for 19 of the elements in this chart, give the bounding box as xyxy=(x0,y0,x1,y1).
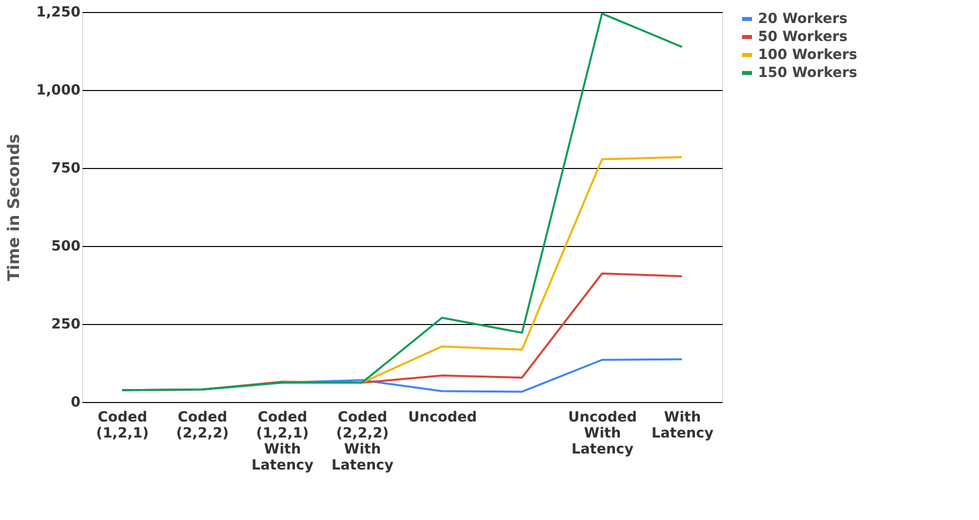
y-tick-label: 1,000 xyxy=(36,82,81,98)
x-tick-label: Coded (1,2,1) xyxy=(96,410,149,442)
y-axis-title: Time in Seconds xyxy=(4,134,24,282)
legend-label: 150 Workers xyxy=(758,65,858,81)
line-series xyxy=(121,12,683,392)
y-tick-label: 0 xyxy=(70,394,81,410)
x-tick-label: Uncoded xyxy=(408,410,477,426)
y-tick-label: 1,250 xyxy=(36,4,81,20)
x-tick-label: Coded (2,2,2) xyxy=(176,410,229,442)
y-tick-label: 750 xyxy=(51,160,81,176)
legend-label: 20 Workers xyxy=(758,11,848,27)
x-tick-label: Uncoded With Latency xyxy=(568,410,637,458)
y-tick-label: 250 xyxy=(51,316,81,332)
legend-label: 50 Workers xyxy=(758,29,848,45)
y-tick-label: 500 xyxy=(51,238,81,254)
legend-label: 100 Workers xyxy=(758,47,858,63)
x-tick-label: Coded (2,2,2) With Latency xyxy=(332,410,394,474)
x-tick-label: With Latency xyxy=(652,410,714,442)
x-tick-label: Coded (1,2,1) With Latency xyxy=(252,410,314,474)
